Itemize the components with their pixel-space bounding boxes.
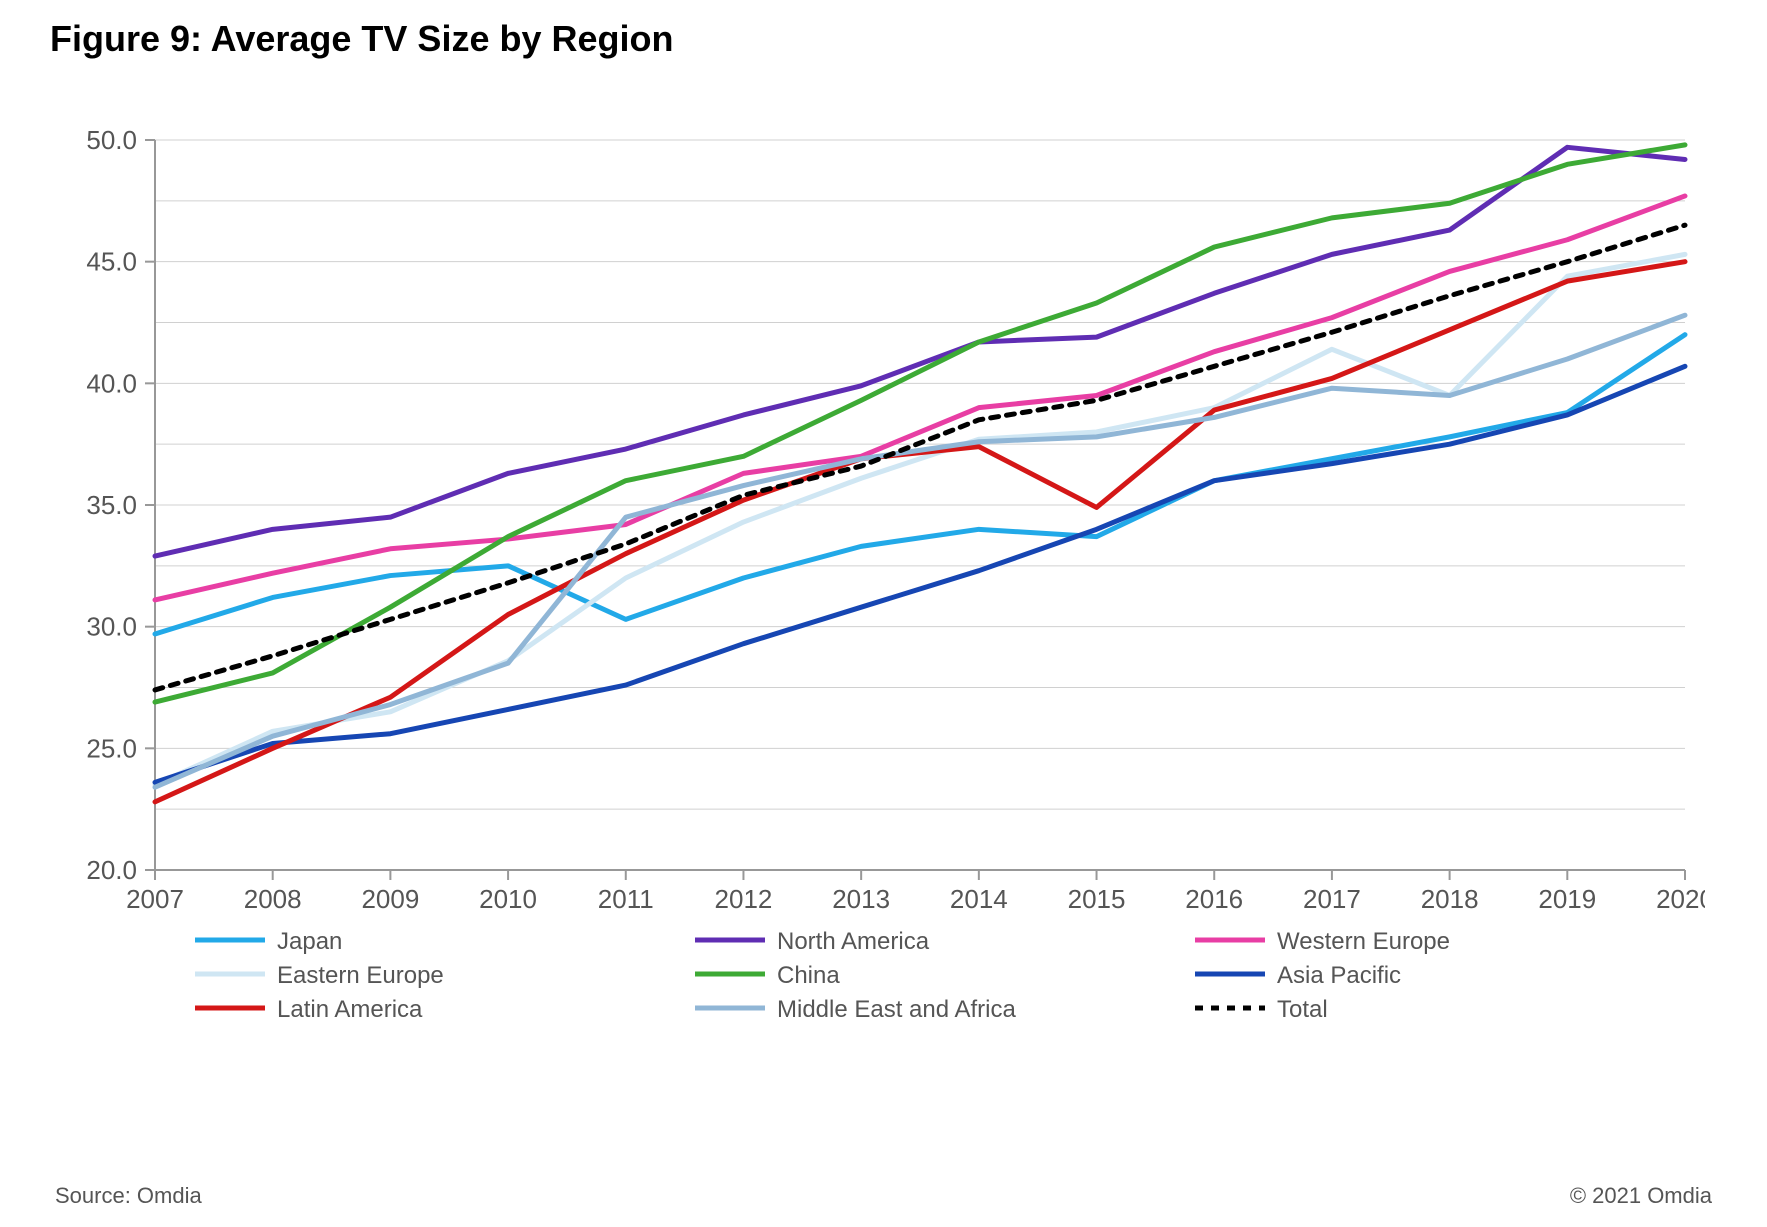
x-tick-label: 2018 [1421, 884, 1479, 914]
x-tick-label: 2017 [1303, 884, 1361, 914]
chart: 20.0 25.0 30.0 35.0 40.0 45.0 50.0 2007 2008 2009… [55, 130, 1705, 1040]
y-tick-label: 20.0 [86, 855, 137, 885]
x-tick-label: 2020 [1656, 884, 1705, 914]
legend-label: Asia Pacific [1277, 962, 1401, 989]
x-tick-label: 2009 [361, 884, 419, 914]
legend-label: Total [1277, 996, 1328, 1023]
chart-svg: 20.0 25.0 30.0 35.0 40.0 45.0 50.0 2007 2008 2009… [55, 130, 1705, 1040]
y-tick-label: 40.0 [86, 368, 137, 398]
source-text: Source: Omdia [55, 1183, 202, 1209]
y-tick-label: 25.0 [86, 733, 137, 763]
x-tick-label: 2011 [598, 884, 654, 914]
legend-label: Eastern Europe [277, 962, 444, 989]
x-tick-label: 2012 [715, 884, 773, 914]
legend-label: North America [777, 928, 930, 955]
legend-label: Japan [277, 928, 342, 955]
x-tick-label: 2008 [244, 884, 302, 914]
y-tick-label: 50.0 [86, 130, 137, 155]
legend-label: Western Europe [1277, 928, 1450, 955]
series-line [155, 147, 1685, 556]
y-tick-label: 35.0 [86, 490, 137, 520]
x-tick-label: 2016 [1185, 884, 1243, 914]
y-tick-label: 30.0 [86, 612, 137, 642]
legend-label: Middle East and Africa [777, 996, 1016, 1023]
legend-label: China [777, 962, 840, 989]
y-tick-label: 45.0 [86, 247, 137, 277]
figure-container: { "title": "Figure 9: Average TV Size by… [0, 0, 1767, 1227]
x-tick-label: 2007 [126, 884, 184, 914]
series-line [155, 262, 1685, 802]
x-tick-label: 2013 [832, 884, 890, 914]
copyright-text: © 2021 Omdia [1570, 1183, 1712, 1209]
x-tick-label: 2015 [1068, 884, 1126, 914]
figure-title: Figure 9: Average TV Size by Region [50, 18, 673, 60]
x-tick-label: 2014 [950, 884, 1008, 914]
x-tick-label: 2010 [479, 884, 537, 914]
x-tick-label: 2019 [1538, 884, 1596, 914]
legend-label: Latin America [277, 996, 423, 1023]
